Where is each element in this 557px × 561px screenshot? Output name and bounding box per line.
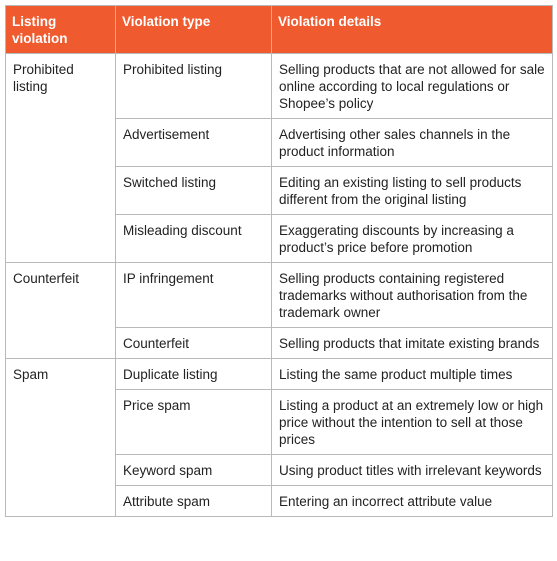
header-violation-details: Violation details (271, 5, 553, 54)
table-row: Counterfeit IP infringement Selling prod… (5, 262, 553, 359)
violation-type-cell: IP infringement (115, 262, 272, 328)
violations-table: Listing violation Violation type Violati… (5, 5, 553, 517)
violation-details-cell: Listing the same product multiple times (271, 358, 553, 390)
listing-violation-cell: Prohibited listing (5, 53, 116, 263)
violation-type-cell: Keyword spam (115, 454, 272, 486)
violation-details-cell: Selling products containing registered t… (271, 262, 553, 328)
violation-type-cell: Misleading discount (115, 214, 272, 263)
violation-details-cell: Advertising other sales channels in the … (271, 118, 553, 167)
table-row: Price spam Listing a product at an extre… (6, 389, 553, 455)
violation-type-cell: Prohibited listing (115, 53, 272, 119)
header-listing-violation: Listing violation (5, 5, 116, 54)
violation-details-cell: Using product titles with irrelevant key… (271, 454, 553, 486)
violation-type-cell: Switched listing (115, 166, 272, 215)
violation-details-cell: Entering an incorrect attribute value (271, 485, 553, 517)
header-violation-type: Violation type (115, 5, 272, 54)
header-row: Listing violation Violation type Violati… (5, 5, 553, 54)
table-row: Spam Duplicate listing Listing the same … (5, 358, 553, 517)
listing-violation-cell: Spam (5, 358, 116, 517)
violation-details-cell: Selling products that are not allowed fo… (271, 53, 553, 119)
table-row: Prohibited listing Prohibited listing Se… (5, 53, 553, 263)
violation-details-cell: Selling products that imitate existing b… (271, 327, 553, 359)
violation-details-cell: Exaggerating discounts by increasing a p… (271, 214, 553, 263)
table-row: Counterfeit Selling products that imitat… (6, 327, 553, 359)
violation-details-cell: Listing a product at an extremely low or… (271, 389, 553, 455)
violation-details-cell: Editing an existing listing to sell prod… (271, 166, 553, 215)
table-row: Keyword spam Using product titles with i… (6, 454, 553, 486)
table-row: Switched listing Editing an existing lis… (6, 166, 553, 215)
violation-type-cell: Duplicate listing (115, 358, 272, 390)
table-row: Advertisement Advertising other sales ch… (6, 118, 553, 167)
table-row: Misleading discount Exaggerating discoun… (6, 214, 553, 263)
violation-type-cell: Advertisement (115, 118, 272, 167)
violation-type-cell: Counterfeit (115, 327, 272, 359)
violation-type-cell: Attribute spam (115, 485, 272, 517)
violation-type-cell: Price spam (115, 389, 272, 455)
listing-violation-cell: Counterfeit (5, 262, 116, 359)
table-row: Attribute spam Entering an incorrect att… (6, 485, 553, 517)
